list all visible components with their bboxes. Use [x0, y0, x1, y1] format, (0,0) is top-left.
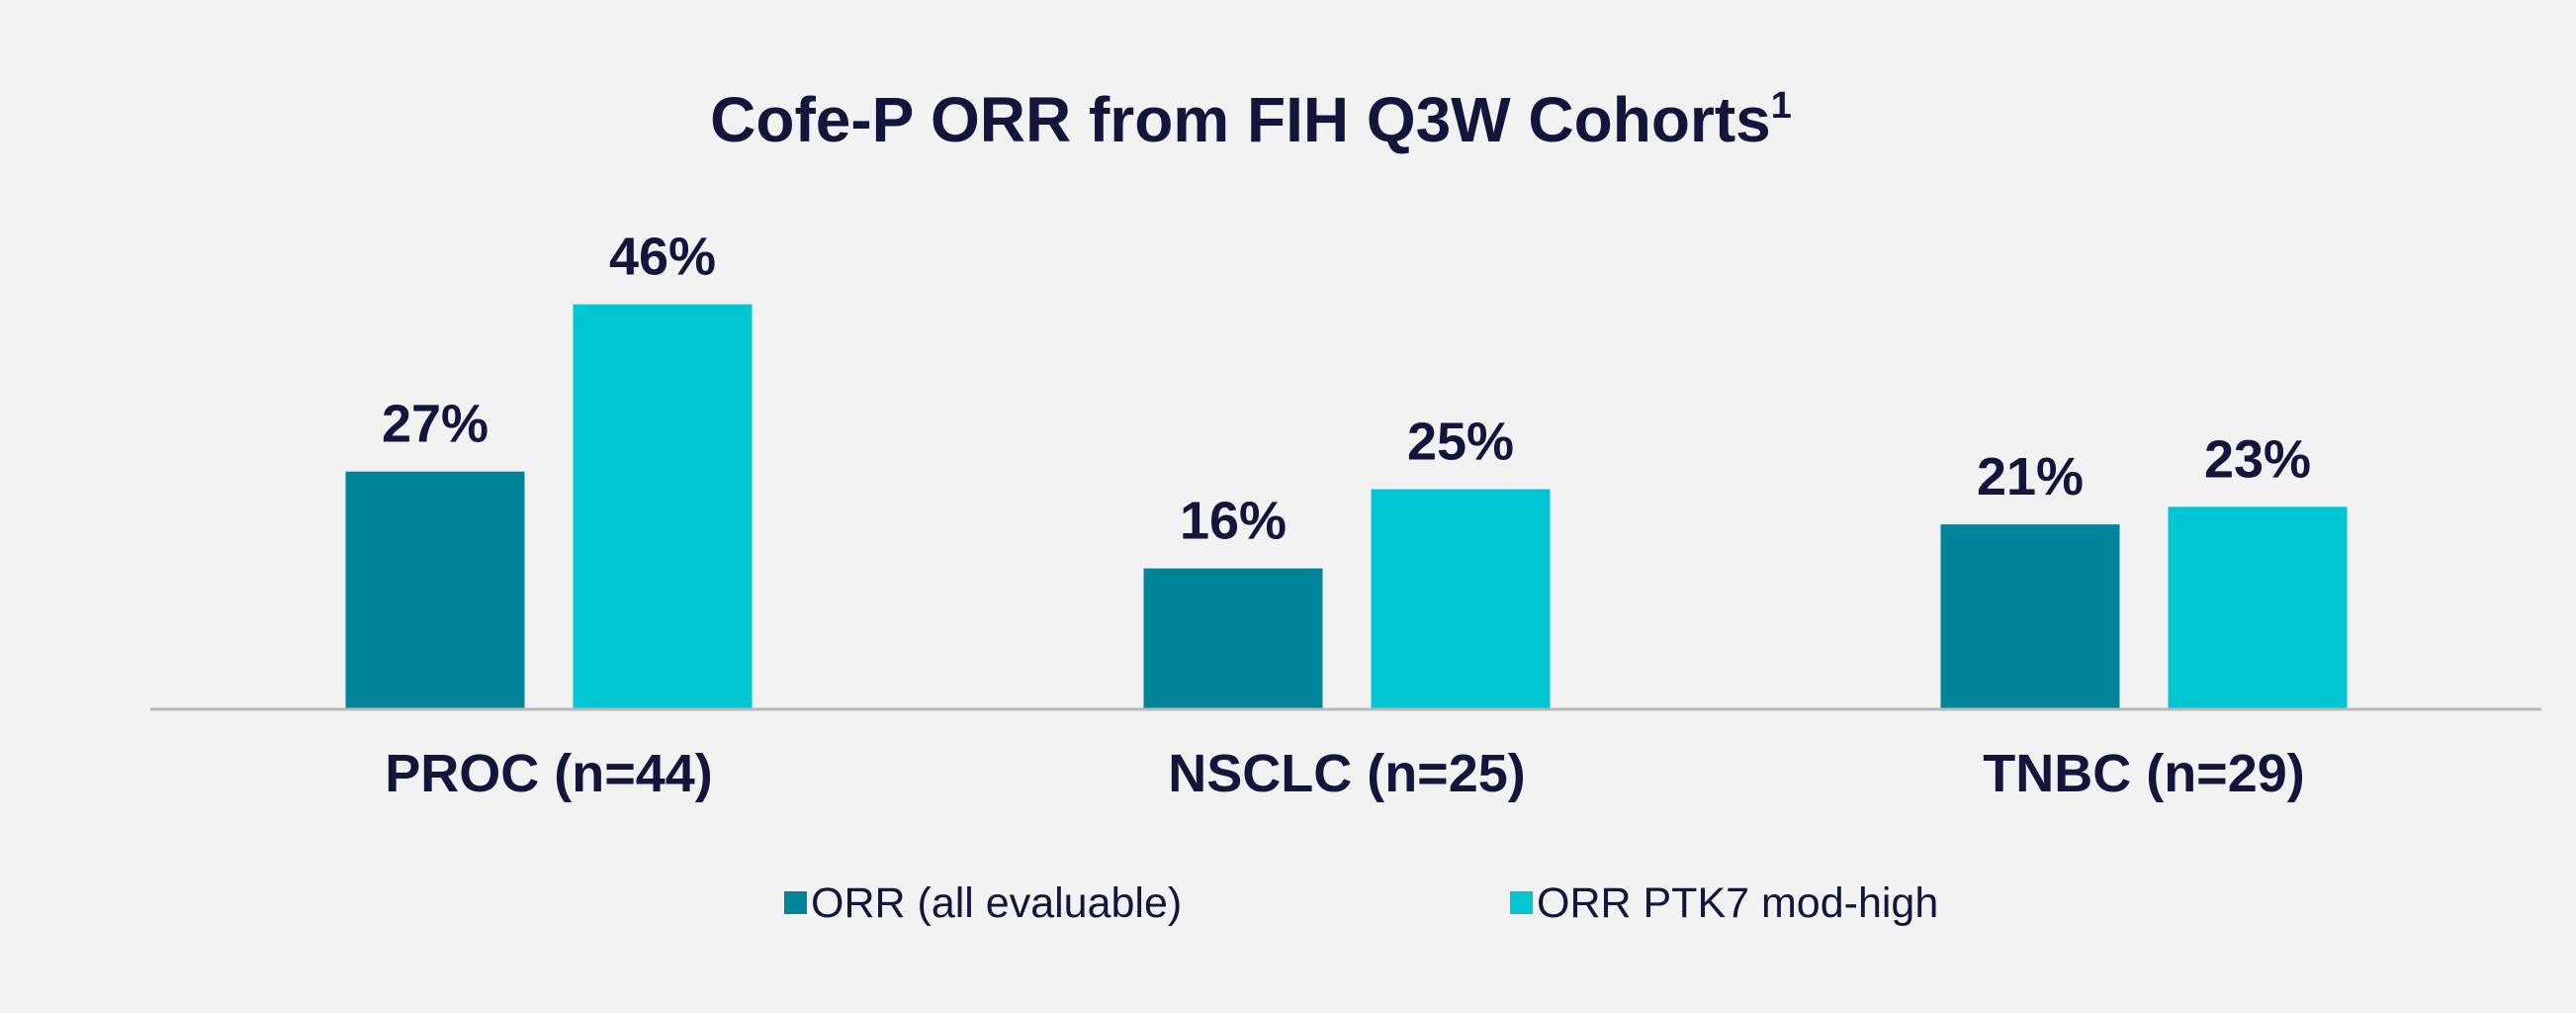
chart-title: Cofe-P ORR from FIH Q3W Cohorts1 — [710, 84, 1792, 155]
bar-tnbc-series-2 — [2168, 506, 2348, 709]
value-label-tnbc-series-2: 23% — [2204, 429, 2311, 489]
value-label-proc-series-1: 27% — [382, 395, 489, 454]
value-label-tnbc-series-1: 21% — [1977, 447, 2084, 506]
value-labels-group: 27% 46% 16% 25% 21% 23% — [382, 228, 2311, 551]
bar-tnbc-series-1 — [1940, 524, 2120, 709]
legend-label-series-2: ORR PTK7 mod-high — [1537, 879, 1938, 927]
bar-nsclc-series-2 — [1371, 489, 1551, 709]
bar-nsclc-series-1 — [1143, 568, 1323, 709]
bar-proc-series-2 — [573, 304, 753, 709]
chart-title-text: Cofe-P ORR from FIH Q3W Cohorts — [710, 84, 1771, 155]
legend-swatch-series-1 — [784, 891, 807, 914]
value-label-nsclc-series-1: 16% — [1180, 492, 1287, 551]
value-label-nsclc-series-2: 25% — [1407, 413, 1514, 472]
category-labels-group: PROC (n=44) NSCLC (n=25) TNBC (n=29) — [385, 744, 2305, 803]
chart-title-superscript: 1 — [1771, 85, 1792, 127]
legend-label-series-1: ORR (all evaluable) — [811, 879, 1182, 927]
bar-proc-series-1 — [345, 471, 525, 709]
legend-swatch-series-2 — [1510, 891, 1533, 914]
category-label-nsclc: NSCLC (n=25) — [1168, 744, 1526, 803]
category-label-tnbc: TNBC (n=29) — [1983, 744, 2305, 803]
category-label-proc: PROC (n=44) — [385, 744, 713, 803]
legend: ORR (all evaluable) ORR PTK7 mod-high — [784, 879, 1938, 927]
value-label-proc-series-2: 46% — [609, 228, 716, 287]
bars-group — [345, 304, 2348, 709]
